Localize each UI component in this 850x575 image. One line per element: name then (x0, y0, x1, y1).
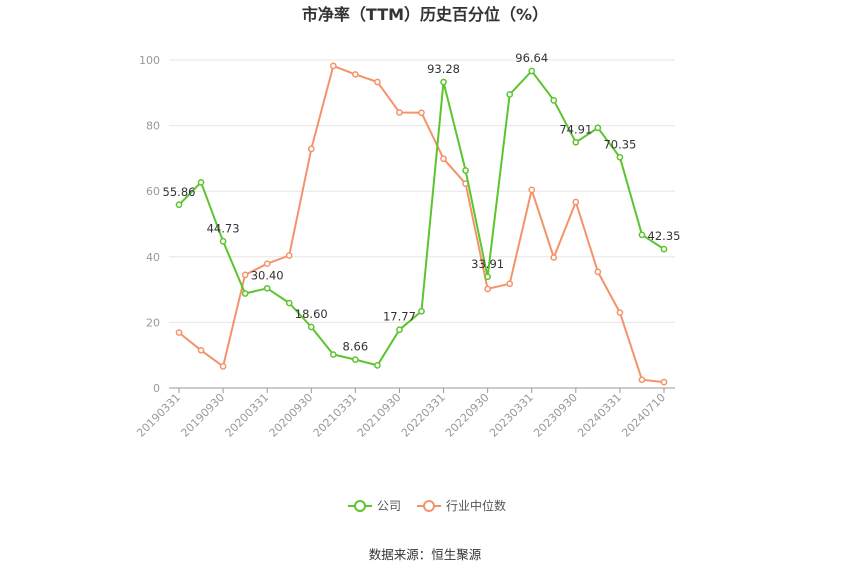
data-point-company (594, 124, 602, 132)
source-note: 数据来源：恒生聚源 (369, 547, 482, 562)
legend-marker (354, 500, 366, 512)
data-label: 93.28 (427, 62, 460, 76)
data-label: 70.35 (603, 137, 636, 151)
x-tick-label: 20220930 (443, 391, 492, 440)
x-tick-label: 20200331 (223, 391, 272, 440)
data-point-company (285, 299, 293, 307)
data-point-company (616, 153, 624, 161)
legend[interactable]: 公司 行业中位数 (348, 498, 506, 513)
data-point-industry-median (175, 329, 183, 336)
data-point-industry-median (594, 268, 602, 276)
data-point-company (307, 323, 315, 331)
data-point-industry-median (352, 71, 359, 78)
data-point-company (660, 245, 668, 253)
x-tick-label: 20240710 (619, 391, 668, 440)
data-point-industry-median (550, 254, 558, 261)
data-point-company (329, 351, 337, 358)
data-point-company (440, 78, 447, 86)
data-point-company (484, 273, 491, 281)
data-label: 96.64 (515, 51, 548, 65)
x-tick-label: 20210331 (311, 391, 360, 440)
data-point-industry-median (506, 280, 514, 288)
data-point-company (550, 96, 558, 104)
x-tick-label: 20220331 (399, 391, 448, 440)
data-label: 17.77 (383, 310, 416, 324)
data-point-industry-median (572, 198, 580, 206)
data-label: 33.91 (471, 257, 504, 271)
data-point-company (175, 201, 183, 209)
data-point-industry-median (528, 186, 536, 194)
y-tick-label: 100 (139, 54, 160, 67)
data-point-industry-median (440, 155, 447, 163)
x-tick-label: 20190930 (178, 391, 227, 440)
y-tick-label: 20 (146, 316, 160, 329)
data-point-industry-median (396, 109, 403, 116)
legend-marker (423, 500, 435, 512)
x-tick-label: 20230930 (531, 391, 580, 440)
data-label: 74.91 (559, 122, 592, 136)
data-labels: 55.86 44.73 30.40 18.60 8.66 17.77 93.28 33.91 9… (163, 51, 681, 354)
data-point-company (396, 326, 403, 334)
legend-label: 公司 (377, 499, 401, 513)
data-point-industry-median (219, 363, 227, 370)
data-label: 30.40 (251, 268, 284, 282)
y-tick-label: 60 (146, 185, 160, 198)
data-point-company (572, 138, 580, 146)
legend-item-company[interactable]: 公司 (348, 499, 401, 513)
y-axis: 0 20 40 60 80 100 (139, 54, 160, 395)
data-point-industry-median (638, 376, 646, 384)
data-point-industry-median (329, 62, 337, 70)
data-point-industry-median (418, 109, 425, 117)
data-point-industry-median (374, 78, 381, 86)
data-point-company (352, 356, 359, 363)
data-label: 8.66 (343, 340, 369, 354)
grid-lines (169, 59, 675, 323)
x-tick-label: 20240331 (575, 391, 624, 440)
y-tick-label: 40 (146, 251, 160, 264)
data-point-company (374, 362, 381, 369)
data-label: 44.73 (207, 221, 240, 235)
data-point-industry-median (616, 309, 624, 316)
legend-item-industry-median[interactable]: 行业中位数 (417, 498, 506, 513)
data-point-company (462, 167, 469, 174)
data-point-industry-median (241, 271, 249, 279)
data-point-company (418, 307, 425, 315)
data-point-company (638, 231, 646, 239)
data-label: 55.86 (163, 185, 196, 199)
data-label: 18.60 (295, 307, 328, 321)
data-point-company (219, 237, 227, 245)
data-point-company (506, 91, 514, 98)
x-tick-label: 20230331 (487, 391, 536, 440)
legend-label: 行业中位数 (446, 498, 506, 513)
x-axis: 2019033120190930202003312020093020210331… (134, 387, 675, 440)
data-point-company (263, 284, 271, 292)
y-tick-label: 80 (146, 120, 160, 133)
data-point-industry-median (307, 145, 315, 153)
data-point-industry-median (263, 260, 271, 268)
x-tick-label: 20190331 (134, 391, 183, 440)
chart-title: 市净率（TTM）历史百分位（%） (302, 5, 548, 24)
x-tick-label: 20210930 (355, 391, 404, 440)
x-tick-label: 20200930 (267, 391, 316, 440)
data-point-industry-median (285, 252, 293, 259)
data-point-industry-median (484, 285, 491, 293)
y-tick-label: 0 (153, 382, 160, 395)
data-point-company (197, 178, 205, 186)
data-point-industry-median (197, 346, 205, 354)
series-layer (175, 62, 668, 386)
data-point-company (528, 67, 536, 75)
data-label: 42.35 (648, 229, 681, 243)
data-point-industry-median (660, 378, 668, 386)
data-point-company (241, 290, 249, 297)
